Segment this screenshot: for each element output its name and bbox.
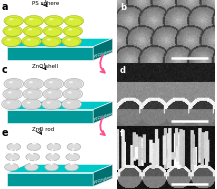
Circle shape bbox=[26, 153, 39, 161]
Circle shape bbox=[42, 36, 61, 46]
Circle shape bbox=[44, 78, 64, 89]
Text: ZnO rod: ZnO rod bbox=[32, 127, 54, 132]
Circle shape bbox=[67, 38, 71, 41]
Circle shape bbox=[43, 89, 62, 99]
Circle shape bbox=[5, 90, 21, 98]
Circle shape bbox=[48, 28, 52, 31]
Polygon shape bbox=[93, 164, 113, 187]
Text: FTO/glass: FTO/glass bbox=[93, 48, 115, 59]
Circle shape bbox=[8, 91, 12, 93]
Text: FTO/glass: FTO/glass bbox=[93, 111, 115, 122]
Circle shape bbox=[3, 100, 20, 108]
Circle shape bbox=[63, 26, 82, 36]
Circle shape bbox=[46, 153, 60, 161]
Circle shape bbox=[9, 18, 13, 20]
Text: a: a bbox=[1, 2, 8, 12]
Circle shape bbox=[23, 89, 43, 99]
Circle shape bbox=[45, 163, 58, 171]
Polygon shape bbox=[7, 47, 93, 60]
Polygon shape bbox=[7, 101, 113, 110]
Circle shape bbox=[64, 100, 80, 108]
Circle shape bbox=[47, 101, 51, 104]
Text: PS sphere: PS sphere bbox=[32, 1, 59, 6]
Circle shape bbox=[69, 18, 73, 20]
Circle shape bbox=[26, 79, 42, 88]
Circle shape bbox=[66, 79, 82, 88]
Circle shape bbox=[67, 143, 81, 151]
Circle shape bbox=[45, 90, 61, 98]
Text: b: b bbox=[120, 3, 126, 12]
Circle shape bbox=[24, 78, 44, 89]
Circle shape bbox=[65, 163, 79, 171]
Text: c: c bbox=[1, 65, 7, 75]
Circle shape bbox=[47, 143, 61, 151]
Text: FTO/glass: FTO/glass bbox=[93, 174, 115, 185]
Circle shape bbox=[23, 26, 43, 36]
Circle shape bbox=[22, 36, 41, 46]
Circle shape bbox=[66, 153, 80, 161]
Text: ZnO shell: ZnO shell bbox=[32, 64, 58, 69]
Circle shape bbox=[23, 100, 39, 108]
Circle shape bbox=[68, 28, 72, 31]
Circle shape bbox=[7, 101, 10, 104]
Polygon shape bbox=[7, 164, 113, 173]
Circle shape bbox=[4, 78, 24, 89]
Circle shape bbox=[62, 99, 81, 109]
Circle shape bbox=[64, 15, 84, 26]
Circle shape bbox=[7, 143, 21, 151]
Circle shape bbox=[49, 18, 53, 20]
Text: d: d bbox=[120, 66, 126, 75]
Polygon shape bbox=[7, 38, 113, 47]
Circle shape bbox=[64, 78, 84, 89]
Circle shape bbox=[25, 90, 41, 98]
Circle shape bbox=[63, 89, 82, 99]
Circle shape bbox=[27, 38, 31, 41]
Circle shape bbox=[43, 26, 62, 36]
Circle shape bbox=[5, 163, 18, 171]
Circle shape bbox=[2, 36, 21, 46]
Text: e: e bbox=[1, 128, 8, 138]
Circle shape bbox=[62, 36, 81, 46]
Circle shape bbox=[27, 143, 41, 151]
Circle shape bbox=[29, 18, 33, 20]
Circle shape bbox=[68, 91, 72, 93]
Circle shape bbox=[8, 28, 12, 31]
Circle shape bbox=[44, 100, 60, 108]
Circle shape bbox=[42, 99, 61, 109]
Circle shape bbox=[22, 99, 41, 109]
Circle shape bbox=[4, 15, 24, 26]
Circle shape bbox=[24, 15, 44, 26]
Circle shape bbox=[3, 26, 22, 36]
Circle shape bbox=[29, 81, 33, 83]
Circle shape bbox=[46, 79, 62, 88]
Circle shape bbox=[69, 81, 73, 83]
Circle shape bbox=[2, 99, 21, 109]
Polygon shape bbox=[93, 38, 113, 60]
Circle shape bbox=[3, 89, 22, 99]
Circle shape bbox=[44, 15, 64, 26]
Polygon shape bbox=[7, 110, 93, 123]
Circle shape bbox=[48, 91, 52, 93]
Circle shape bbox=[28, 91, 32, 93]
Circle shape bbox=[25, 163, 38, 171]
Circle shape bbox=[67, 101, 71, 104]
Circle shape bbox=[9, 81, 13, 83]
Text: f: f bbox=[120, 129, 124, 138]
Circle shape bbox=[49, 81, 53, 83]
Polygon shape bbox=[93, 101, 113, 123]
Circle shape bbox=[47, 38, 51, 41]
Circle shape bbox=[6, 79, 22, 88]
Circle shape bbox=[6, 153, 20, 161]
Circle shape bbox=[65, 90, 81, 98]
Circle shape bbox=[7, 38, 11, 41]
Polygon shape bbox=[7, 173, 93, 187]
Circle shape bbox=[27, 101, 31, 104]
Circle shape bbox=[28, 28, 32, 31]
